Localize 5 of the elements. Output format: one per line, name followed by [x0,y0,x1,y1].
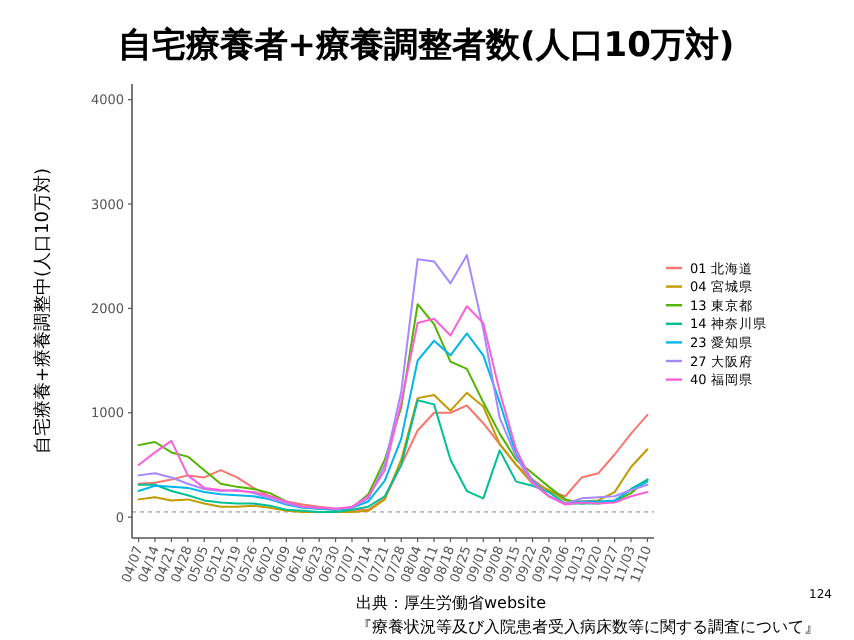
chart-title: 自宅療養者+療養調整者数(人口10万対) [117,26,735,66]
y-axis-title: 自宅療養+療養調整中(人口10万対) [32,167,54,455]
source-note: 出典：厚生労働省website [356,594,547,612]
line-series [137,254,649,510]
text: 『療養状況等及び入院患者受入病床数等に関する調査について』 [356,618,820,636]
